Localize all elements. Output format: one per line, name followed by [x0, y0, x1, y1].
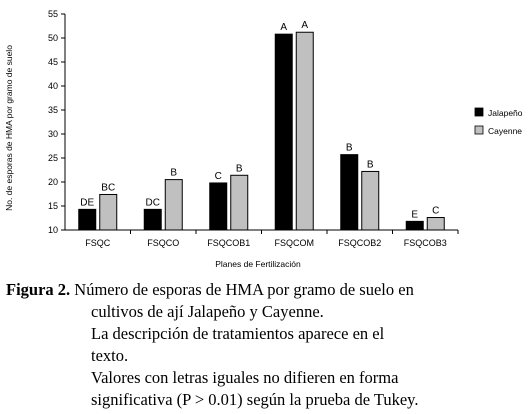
bar: [426, 217, 445, 231]
y-tick-label: 40: [48, 81, 58, 91]
legend-label-cayenne: Cayenne: [488, 126, 522, 136]
y-tick-label: 30: [48, 129, 58, 139]
bar-significance-letter: E: [411, 209, 418, 220]
bar-chart: 10152025303540455055FSQCDEBCFSQCODCBFSQC…: [4, 9, 523, 269]
plot-area: 10152025303540455055FSQCDEBCFSQCODCBFSQC…: [48, 9, 459, 248]
y-tick-label: 35: [48, 105, 58, 115]
x-tick-label: FSQCO: [147, 238, 179, 248]
bar-significance-letter: C: [215, 171, 222, 182]
figure-caption: Figura 2. Número de esporas de HMA por g…: [6, 279, 528, 411]
bar: [405, 220, 424, 231]
x-tick-label: FSQCOB3: [404, 238, 447, 248]
bar-significance-letter: A: [280, 22, 287, 33]
y-tick-label: 20: [48, 177, 58, 187]
bar: [230, 174, 249, 231]
caption-line-5: Valores con letras iguales no difieren e…: [91, 368, 399, 387]
caption-text-1: Número de esporas de HMA por gramo de su…: [70, 280, 414, 299]
bar: [361, 170, 380, 231]
y-tick-label: 50: [48, 33, 58, 43]
bar-significance-letter: B: [170, 168, 177, 179]
caption-line-4: texto.: [91, 346, 129, 365]
x-tick-label: FSQC: [85, 238, 111, 248]
bar-significance-letter: B: [346, 143, 353, 154]
caption-line-3: La descripción de tratamientos aparece e…: [91, 324, 385, 343]
y-tick-label: 55: [48, 9, 58, 19]
caption-line-6: significativa (P > 0.01) según la prueba…: [91, 390, 419, 409]
bar-significance-letter: DC: [146, 197, 160, 208]
y-axis-title: No. de esporas de HMA por gramo de suelo: [4, 45, 14, 211]
x-tick-label: FSQCOM: [275, 238, 315, 248]
bar: [295, 31, 314, 231]
bar-significance-letter: B: [236, 163, 243, 174]
bar: [143, 208, 162, 231]
y-tick-label: 45: [48, 57, 58, 67]
bar: [340, 154, 359, 231]
bar: [274, 33, 293, 231]
x-tick-label: FSQCOB1: [207, 238, 250, 248]
x-tick-label: FSQCOB2: [338, 238, 381, 248]
x-axis-title: Planes de Fertilización: [215, 259, 301, 269]
bar-significance-letter: C: [432, 206, 439, 217]
caption-label: Figura 2.: [6, 280, 71, 299]
legend-label-jalapeno: Jalapeño: [488, 108, 523, 118]
bar-significance-letter: BC: [101, 182, 115, 193]
bar-significance-letter: B: [367, 159, 374, 170]
bar: [99, 193, 118, 231]
bar-significance-letter: DE: [80, 197, 94, 208]
y-tick-label: 10: [48, 225, 58, 235]
caption-line-2: cultivos de ají Jalapeño y Cayenne.: [91, 302, 324, 321]
bar: [164, 179, 183, 231]
legend: Jalapeño Cayenne: [474, 107, 523, 136]
bar: [78, 208, 97, 231]
caption-line-1: Figura 2. Número de esporas de HMA por g…: [6, 279, 528, 301]
y-tick-label: 25: [48, 153, 58, 163]
bar-significance-letter: A: [301, 20, 308, 31]
bar: [209, 182, 228, 231]
legend-swatch-jalapeno: [474, 107, 484, 117]
legend-swatch-cayenne: [474, 125, 484, 135]
y-tick-label: 15: [48, 201, 58, 211]
